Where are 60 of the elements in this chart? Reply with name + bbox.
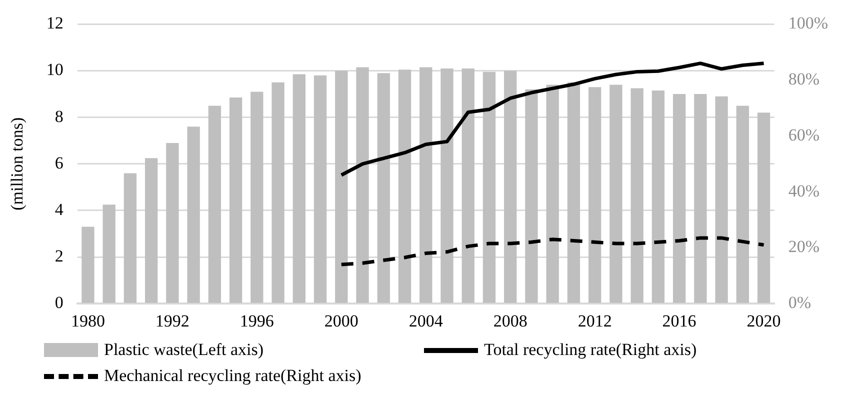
x-tick-label: 2016	[662, 311, 696, 330]
bar	[272, 82, 284, 303]
bar	[482, 72, 496, 303]
x-tick-label: 2012	[578, 311, 612, 330]
bar	[102, 204, 116, 303]
x-tick-label: 2008	[493, 311, 528, 330]
line-series	[340, 236, 766, 266]
bar	[292, 74, 306, 303]
y2-tick-label: 20%	[788, 237, 820, 256]
y2-tick-label: 0%	[788, 293, 812, 312]
y-tick-label: 6	[54, 153, 64, 172]
bar	[398, 70, 412, 303]
bar	[525, 89, 538, 303]
bar	[377, 73, 390, 303]
bar	[546, 84, 559, 303]
bar	[144, 158, 158, 303]
bar	[250, 92, 264, 303]
bar	[652, 90, 665, 303]
legend-label: Total recycling rate(Right axis)	[484, 340, 697, 360]
y-tick-label: 8	[54, 106, 64, 126]
x-tick-label: 2000	[324, 311, 358, 330]
bar	[166, 142, 179, 303]
y-tick-label: 4	[54, 200, 64, 219]
legend-label: Plastic waste(Left axis)	[104, 340, 264, 360]
x-tick-label: 2020	[746, 311, 781, 330]
bar	[672, 94, 686, 303]
bar	[420, 67, 432, 303]
legend-label: Mechanical recycling rate(Right axis)	[104, 366, 362, 386]
bar	[82, 226, 94, 303]
bar	[504, 70, 517, 303]
bar	[208, 106, 222, 303]
x-tick-label: 1980	[70, 311, 105, 330]
y2-tick-label: 100%	[788, 14, 828, 33]
x-tick-label: 1996	[240, 311, 274, 330]
bar	[715, 96, 728, 303]
bar	[440, 68, 454, 303]
y2-tick-label: 40%	[788, 181, 820, 200]
bar	[356, 67, 369, 303]
bar	[736, 106, 749, 303]
bar	[694, 94, 707, 303]
y-tick-label: 2	[54, 246, 64, 266]
bar	[588, 87, 602, 303]
y2-tick-label: 60%	[788, 125, 820, 144]
bar	[567, 82, 580, 303]
bar	[335, 70, 348, 303]
bar	[757, 112, 770, 303]
y-tick-label: 12	[46, 14, 64, 33]
bar	[462, 68, 474, 303]
x-tick-label: 2004	[408, 311, 444, 330]
y-tick-label: 0	[54, 293, 64, 312]
x-tick-label: 1992	[155, 311, 190, 330]
bar	[314, 75, 327, 303]
bar	[610, 84, 622, 303]
bar	[187, 126, 200, 303]
y-axis-title: (million tons)	[8, 117, 27, 210]
bar	[229, 98, 242, 303]
y-tick-label: 10	[46, 60, 64, 80]
bar	[124, 173, 137, 303]
bar	[630, 88, 644, 303]
y2-tick-label: 80%	[788, 70, 820, 89]
